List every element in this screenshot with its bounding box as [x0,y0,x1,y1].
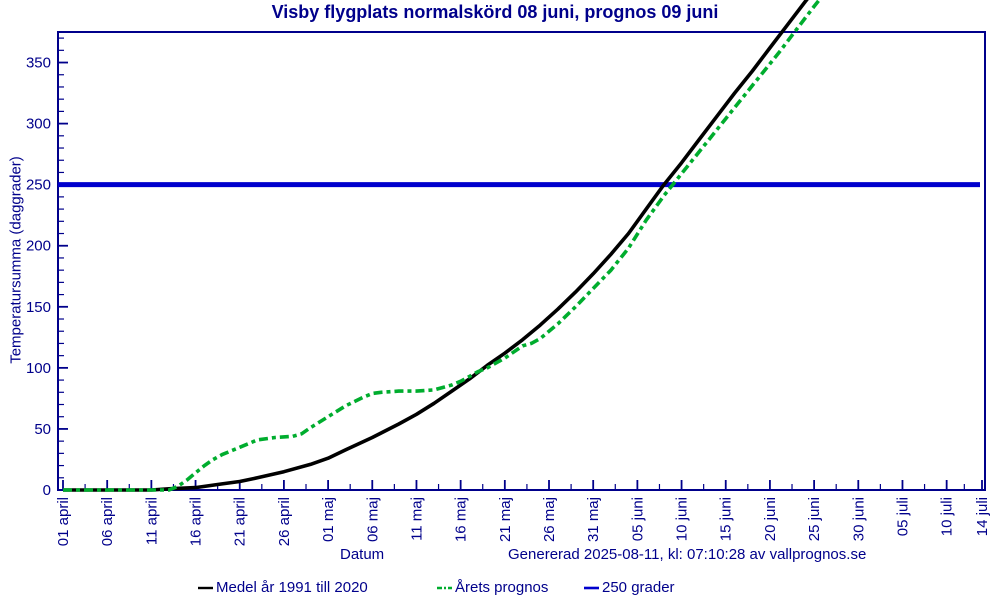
x-tick-label: 26 maj [541,497,558,542]
x-tick-label: 16 maj [453,497,470,542]
x-tick-label: 05 juli [894,497,911,536]
y-tick-label: 350 [26,55,51,72]
mean-series-line [63,0,809,492]
x-tick-label: 05 juni [629,497,646,541]
y-tick-label: 0 [43,482,51,499]
x-tick-label: 20 juni [762,497,779,541]
x-tick-label: 14 juli [974,497,990,536]
y-tick-label: 100 [26,360,51,377]
x-tick-label: 15 juni [718,497,735,541]
y-tick-label: 200 [26,238,51,255]
legend-item-forecast: Årets prognos [436,579,548,596]
x-tick-label: 10 juli [939,497,956,536]
legend-forecast-label: Årets prognos [455,579,549,596]
x-tick-label: 21 maj [497,497,514,542]
forecast-series-line [63,0,822,492]
x-tick-label: 06 april [99,497,116,546]
y-tick-label: 250 [26,177,51,194]
x-tick-label: 25 juni [806,497,823,541]
x-axis-title: Datum [340,546,385,563]
chart-title: Visby flygplats normalskörd 08 juni, pro… [271,2,719,22]
legend-forecast-line-swatch [437,586,452,589]
x-tick-label: 16 april [188,497,205,546]
legend-item-threshold: 250 grader [583,579,675,596]
x-tick-label: 06 maj [364,497,381,542]
legend-threshold-label: 250 grader [602,579,675,596]
x-tick-label: 01 april [55,497,72,546]
y-axis-title: Temperatursumma (daggrader) [7,156,25,364]
x-tick-label: 10 juni [674,497,691,541]
y-tick-label: 300 [26,116,51,133]
x-tick-label: 30 juni [850,497,867,541]
legend-item-mean: Medel år 1991 till 2020 [197,579,368,596]
x-tick-label: 11 april [143,497,160,545]
legend-mean-label: Medel år 1991 till 2020 [216,579,368,596]
x-tick-label: 21 april [232,497,249,546]
legend-mean-line-swatch [198,586,213,589]
x-tick-label: 11 maj [408,497,425,541]
x-tick-label: 26 april [276,497,293,546]
plot-border [57,31,986,491]
x-tick-label: 31 maj [585,497,602,542]
y-tick-label: 150 [26,299,51,316]
x-tick-label: 01 maj [320,497,337,542]
y-tick-label: 50 [34,421,51,438]
legend-threshold-line-swatch [584,586,599,589]
generated-timestamp: Genererad 2025-08-11, kl: 07:10:28 av va… [508,546,867,563]
